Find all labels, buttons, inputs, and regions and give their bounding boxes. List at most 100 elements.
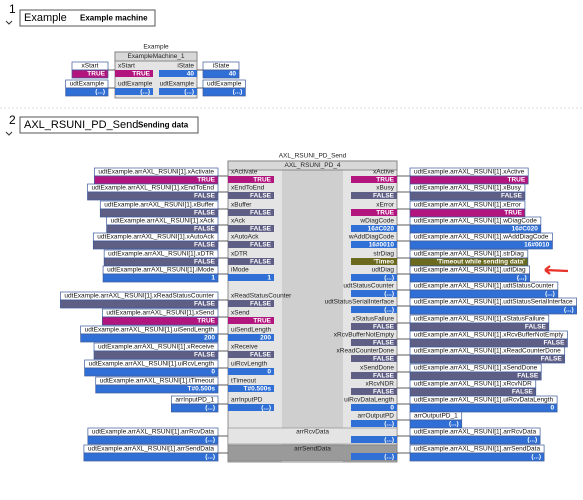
variable-value: TRUE bbox=[507, 177, 525, 184]
pin-name: xBuffer bbox=[231, 202, 252, 209]
pin-value: FALSE bbox=[373, 356, 395, 363]
pin-value-bar bbox=[351, 290, 397, 297]
network-number: 2 bbox=[9, 113, 16, 127]
variable-value-bar bbox=[409, 452, 545, 462]
variable-value: FALSE bbox=[194, 259, 216, 266]
pin-value: 16#0010 bbox=[369, 242, 395, 249]
variable-value-bar bbox=[409, 435, 541, 445]
pin-name: tTimeout bbox=[231, 378, 256, 385]
pin-name: xAutoAck bbox=[231, 234, 259, 241]
variable-value: TRUE bbox=[197, 318, 215, 325]
variable-name: udtExample.arrAXL_RSUNI[1].udtStatusCoun… bbox=[414, 283, 555, 290]
variable-name: udtExample.arrAXL_RSUNI[1].uiSendLength bbox=[85, 327, 215, 334]
variable-value-bar bbox=[87, 435, 219, 445]
pin-value-bar bbox=[228, 404, 274, 411]
instance-header bbox=[114, 51, 198, 62]
variable-value: 16#C020 bbox=[511, 226, 538, 233]
pin-value: 'Timeo bbox=[373, 259, 394, 266]
pin-name: xEndToEnd bbox=[231, 185, 265, 192]
network-title-box[interactable] bbox=[19, 116, 199, 134]
collapse-chevron[interactable] bbox=[5, 131, 13, 136]
variable-name: udtExample.arrAXL_RSUNI[1].xBuffer bbox=[104, 202, 215, 209]
variable-value-bar bbox=[83, 452, 219, 462]
block-type: AXL_RSUNI_PD_Send bbox=[279, 153, 347, 160]
variable-name: udtExample.arrAXL_RSUNI[1].xReceive bbox=[98, 344, 214, 351]
pin-value-bar bbox=[351, 225, 397, 232]
pin-name: xStart bbox=[118, 63, 135, 70]
pin-value: (...) bbox=[384, 454, 394, 461]
pin-value: FALSE bbox=[250, 242, 272, 249]
variable-value-bar bbox=[65, 87, 109, 97]
variable-value-bar bbox=[409, 305, 577, 315]
variable-value: TRUE bbox=[504, 210, 522, 217]
pin-value-bar bbox=[351, 258, 397, 265]
variable-value-bar bbox=[101, 316, 219, 326]
variable-name: udtExample.arrAXL_RSUNI[1].xActivate bbox=[98, 169, 214, 176]
variable-value: 40 bbox=[229, 71, 237, 78]
variable-value-bar bbox=[409, 289, 559, 299]
pin-value-bar bbox=[351, 241, 397, 248]
network-comment: Example machine bbox=[80, 14, 148, 23]
pin-value: (...) bbox=[261, 405, 271, 412]
variable-name: iState bbox=[213, 63, 230, 70]
pin-name: udtStatusCounter bbox=[343, 283, 394, 290]
variable-value: T#0.500s bbox=[188, 386, 216, 393]
pin-value-bar bbox=[228, 368, 274, 375]
pin-value: FALSE bbox=[373, 193, 395, 200]
pin-value-bar bbox=[351, 209, 397, 216]
variable-value: FALSE bbox=[525, 324, 547, 331]
pin-value-bar bbox=[115, 70, 153, 77]
variable-value: (...) bbox=[564, 307, 574, 314]
pin-value: TRUE bbox=[132, 71, 150, 78]
variable-name: udtExample.arrAXL_RSUNI[1].uiRcvDataLeng… bbox=[414, 397, 553, 404]
variable-name: udtExample.arrAXL_RSUNI[1].xRcvBufferNot… bbox=[414, 332, 564, 339]
pin-value-bar bbox=[228, 300, 274, 307]
pin-value-bar bbox=[351, 372, 397, 379]
collapse-chevron[interactable] bbox=[5, 20, 13, 25]
variable-name: udtExample.arrAXL_RSUNI[1].xSendDone bbox=[414, 365, 538, 372]
pin-value: 40 bbox=[187, 71, 195, 78]
block-center bbox=[282, 170, 343, 462]
variable-name: udtExample.arrAXL_RSUNI[1].xRcvNDR bbox=[414, 381, 532, 388]
variable-name: arrInputPD_1 bbox=[175, 397, 214, 404]
pin-value: FALSE bbox=[250, 301, 272, 308]
variable-value: TRUE bbox=[197, 177, 215, 184]
pin-name: xRcvBufferNotEmpty bbox=[334, 332, 395, 339]
variable-name: udtExample.arrAXL_RSUNI[1].xSend bbox=[106, 310, 214, 317]
variable-value: FALSE bbox=[194, 226, 216, 233]
pin-value: FALSE bbox=[250, 210, 272, 217]
pin-name: xActive bbox=[373, 169, 394, 176]
variable-name: udtExample.arrAXL_RSUNI[1].udtDiag bbox=[414, 267, 526, 274]
variable-value: (...) bbox=[205, 454, 215, 461]
pin-value: TRUE bbox=[253, 318, 271, 325]
pin-value: T#0.500s bbox=[244, 386, 272, 393]
pin-value: TRUE bbox=[253, 177, 271, 184]
variable-name: udtExample.arrAXL_RSUNI[1].arrSendData bbox=[414, 446, 540, 453]
network-title-box[interactable] bbox=[19, 9, 156, 27]
variable-name: udtExample.arrAXL_RSUNI[1].wAddDiagCode bbox=[414, 234, 549, 241]
annotation-arrow bbox=[544, 265, 569, 275]
variable-value-bar bbox=[409, 273, 530, 283]
pin-value-bar bbox=[351, 420, 397, 427]
variable-name: udtExample.arrAXL_RSUNI[1].xDTR bbox=[108, 251, 214, 258]
pin-value-bar bbox=[351, 388, 397, 395]
variable-value-bar bbox=[202, 69, 240, 79]
variable-name: udtExample.arrAXL_RSUNI[1].xEndToEnd bbox=[92, 185, 215, 192]
pin-name: arrOutputPD bbox=[358, 413, 395, 420]
pin-value: 0 bbox=[267, 369, 271, 376]
pin-name: uiSendLength bbox=[231, 327, 272, 334]
variable-value: 16#0010 bbox=[524, 242, 550, 249]
variable-name: udtExample.arrAXL_RSUNI[1].arrSendData bbox=[88, 446, 214, 453]
pin-value-bar bbox=[228, 192, 274, 199]
variable-value: (...) bbox=[545, 291, 555, 298]
pin-name: xRcvNDR bbox=[365, 381, 394, 388]
pin-value: FALSE bbox=[250, 193, 272, 200]
variable-name: udtExample.arrAXL_RSUNI[1].tTimeout bbox=[100, 378, 214, 385]
pin-name: xReceive bbox=[231, 344, 258, 351]
network-number: 1 bbox=[9, 2, 16, 16]
variable-value: 1 bbox=[211, 275, 215, 282]
variable-value-bar bbox=[102, 273, 219, 283]
variable-value-bar bbox=[80, 333, 219, 343]
variable-value: FALSE bbox=[194, 210, 216, 217]
